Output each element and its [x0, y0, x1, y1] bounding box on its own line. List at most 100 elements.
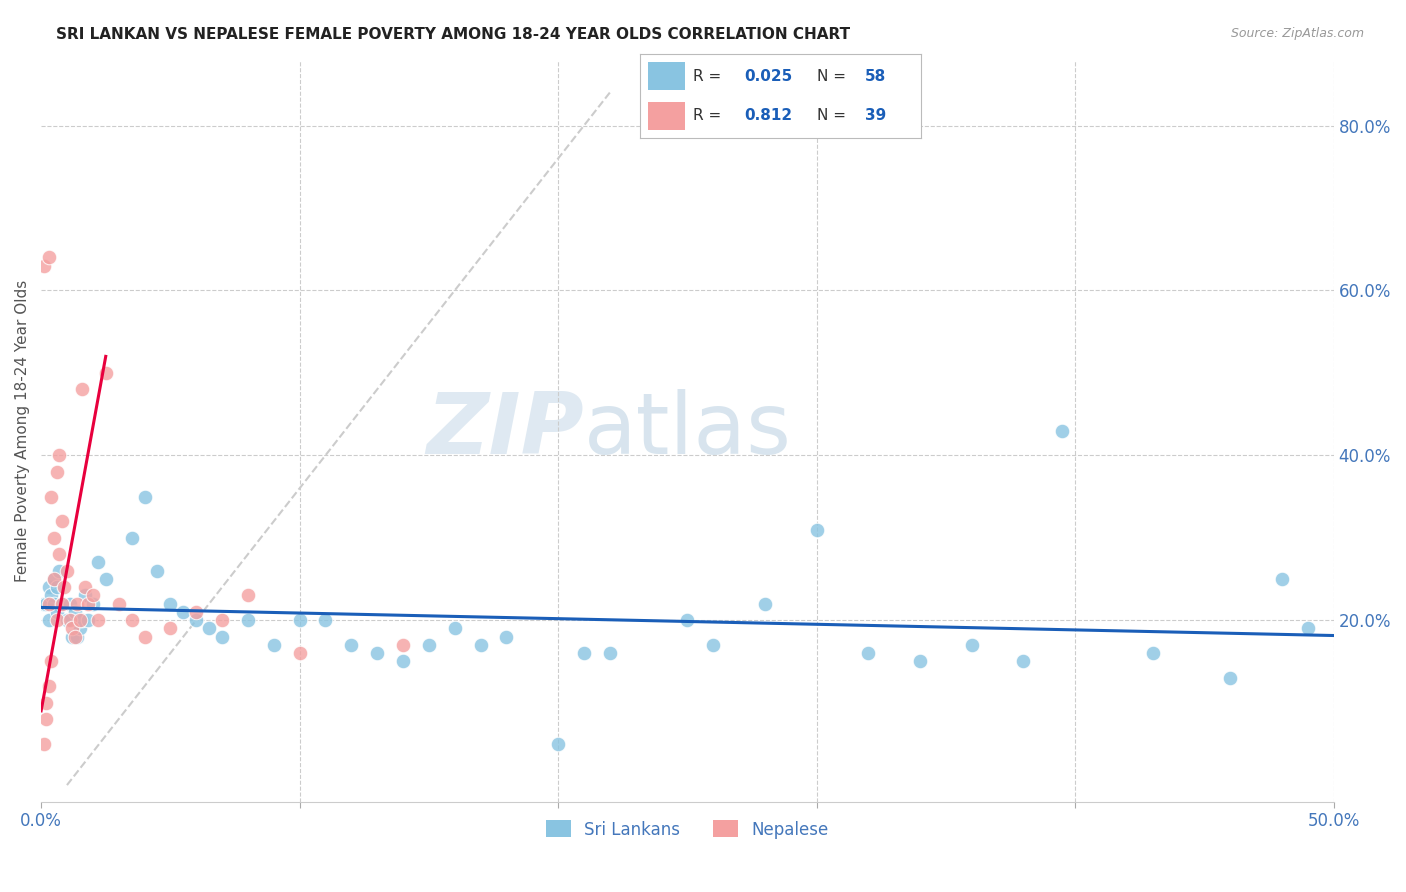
Point	[69, 613, 91, 627]
Point	[107, 597, 129, 611]
Text: ZIP: ZIP	[426, 389, 583, 472]
Point	[48, 564, 70, 578]
Point	[73, 580, 96, 594]
Point	[121, 531, 143, 545]
Bar	[648, 102, 685, 130]
Legend: Sri Lankans, Nepalese: Sri Lankans, Nepalese	[538, 814, 835, 846]
Point	[392, 655, 415, 669]
Point	[1012, 655, 1035, 669]
Point	[42, 597, 65, 611]
Point	[41, 589, 63, 603]
Point	[41, 490, 63, 504]
Point	[38, 613, 60, 627]
Point	[263, 638, 285, 652]
Point	[236, 589, 259, 603]
Point	[340, 638, 363, 652]
Point	[908, 655, 931, 669]
Point	[51, 597, 73, 611]
Point	[87, 613, 110, 627]
Point	[32, 259, 55, 273]
Point	[211, 630, 233, 644]
Point	[702, 638, 724, 652]
Point	[45, 580, 67, 594]
Text: R =: R =	[693, 69, 727, 84]
Point	[159, 622, 181, 636]
Point	[960, 638, 983, 652]
Point	[211, 613, 233, 627]
Point	[45, 465, 67, 479]
Point	[94, 366, 117, 380]
Point	[35, 712, 58, 726]
Point	[858, 646, 880, 660]
Text: 0.812: 0.812	[744, 108, 792, 123]
Point	[73, 589, 96, 603]
Point	[1050, 424, 1073, 438]
Point	[58, 597, 80, 611]
Text: R =: R =	[693, 108, 727, 123]
Point	[186, 605, 208, 619]
Point	[159, 597, 181, 611]
Point	[51, 514, 73, 528]
Point	[443, 622, 465, 636]
Point	[41, 655, 63, 669]
Point	[198, 622, 221, 636]
Point	[38, 679, 60, 693]
Point	[45, 613, 67, 627]
Text: atlas: atlas	[583, 389, 792, 472]
Point	[38, 597, 60, 611]
Point	[547, 737, 569, 751]
Point	[1271, 572, 1294, 586]
Text: 39: 39	[865, 108, 886, 123]
Point	[48, 448, 70, 462]
Point	[32, 737, 55, 751]
Point	[186, 613, 208, 627]
Point	[806, 523, 828, 537]
Text: 58: 58	[865, 69, 886, 84]
Point	[572, 646, 595, 660]
Point	[72, 613, 94, 627]
Point	[121, 613, 143, 627]
Point	[42, 531, 65, 545]
Point	[63, 605, 86, 619]
Point	[599, 646, 621, 660]
Point	[1142, 646, 1164, 660]
Point	[48, 547, 70, 561]
Bar	[648, 62, 685, 90]
Point	[76, 597, 98, 611]
Point	[72, 383, 94, 397]
Y-axis label: Female Poverty Among 18-24 Year Olds: Female Poverty Among 18-24 Year Olds	[15, 279, 30, 582]
Point	[66, 630, 89, 644]
Point	[418, 638, 440, 652]
Point	[134, 630, 156, 644]
Point	[146, 564, 169, 578]
Point	[366, 646, 388, 660]
Point	[58, 613, 80, 627]
Point	[676, 613, 699, 627]
Text: 0.025: 0.025	[744, 69, 792, 84]
Point	[53, 580, 76, 594]
Point	[172, 605, 194, 619]
Point	[35, 597, 58, 611]
Text: N =: N =	[817, 69, 851, 84]
Point	[69, 622, 91, 636]
Point	[60, 622, 83, 636]
Point	[87, 556, 110, 570]
Point	[35, 696, 58, 710]
Point	[38, 251, 60, 265]
Text: Source: ZipAtlas.com: Source: ZipAtlas.com	[1230, 27, 1364, 40]
Point	[314, 613, 336, 627]
Point	[56, 564, 79, 578]
Point	[1296, 622, 1319, 636]
Point	[32, 597, 55, 611]
Point	[82, 589, 104, 603]
Text: SRI LANKAN VS NEPALESE FEMALE POVERTY AMONG 18-24 YEAR OLDS CORRELATION CHART: SRI LANKAN VS NEPALESE FEMALE POVERTY AM…	[56, 27, 851, 42]
Point	[42, 572, 65, 586]
Point	[56, 613, 79, 627]
Point	[754, 597, 776, 611]
Point	[60, 630, 83, 644]
Point	[82, 597, 104, 611]
Point	[94, 572, 117, 586]
Point	[1219, 671, 1241, 685]
Point	[134, 490, 156, 504]
Point	[288, 613, 311, 627]
